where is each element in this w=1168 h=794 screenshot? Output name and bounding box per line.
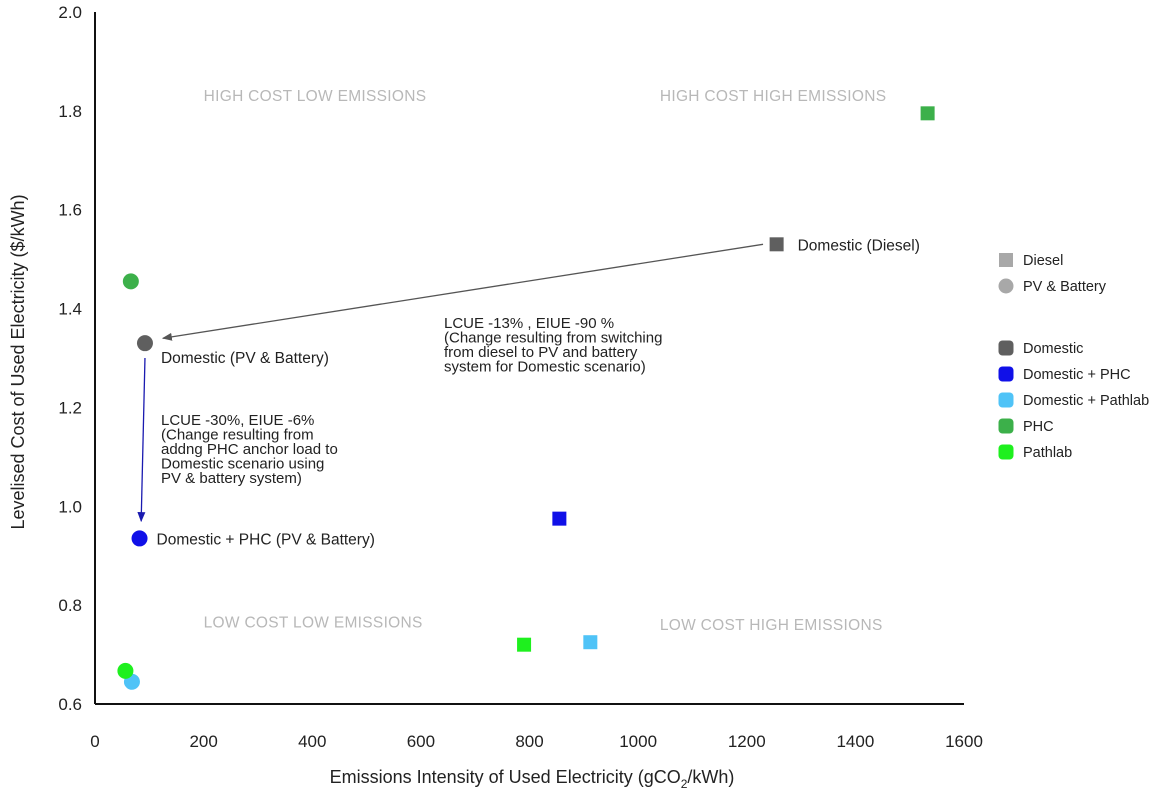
quadrant-label: LOW COST LOW EMISSIONS [204, 614, 423, 631]
annotation-line: LCUE -30%, EIUE -6% [161, 412, 314, 429]
x-tick-label: 1600 [945, 732, 983, 751]
legend-label: Domestic + Pathlab [1023, 393, 1149, 409]
point-labels: Domestic (Diesel) Domestic (PV & Battery)… [157, 237, 920, 548]
annotation-line: LCUE -13% , EIUE -90 % [444, 315, 614, 332]
x-tick-label: 200 [189, 732, 217, 751]
x-tick-label: 0 [90, 732, 99, 751]
x-tick-label: 800 [515, 732, 543, 751]
legend-swatch-domestic-phc [998, 366, 1014, 382]
x-tick-label: 600 [407, 732, 435, 751]
point-pathlab-circle [117, 662, 134, 679]
legend-marker-square [999, 253, 1013, 267]
x-tick-label: 1000 [619, 732, 657, 751]
y-tick-label: 0.6 [58, 695, 82, 714]
legend-label: Diesel [1023, 253, 1063, 269]
y-tick-labels: 0.6 0.8 1.0 1.2 1.4 1.6 1.8 2.0 [58, 3, 82, 714]
y-tick-label: 1.0 [58, 497, 82, 516]
quadrant-label: HIGH COST HIGH EMISSIONS [660, 88, 887, 105]
legend-label: Pathlab [1023, 445, 1072, 461]
annotation-line: Domestic scenario using [161, 456, 324, 473]
legend-swatch-domestic-pathlab [998, 392, 1014, 408]
x-tick-label: 1200 [728, 732, 766, 751]
y-tick-label: 0.8 [58, 596, 82, 615]
x-axis-title-main: Emissions Intensity of Used Electricity … [330, 767, 681, 787]
annotation-line: (Change resulting from [161, 427, 314, 444]
point-label: Domestic (PV & Battery) [161, 350, 329, 367]
point-domestic-phc-square [552, 511, 567, 526]
point-phc-circle [122, 273, 139, 290]
x-axis-title-sub: 2 [681, 777, 688, 791]
annotation-line: (Change resulting from switching [444, 330, 662, 347]
point-phc-square [920, 106, 935, 121]
annotation-arrow [137, 357, 146, 523]
annotation-texts: LCUE -13% , EIUE -90 % (Change resulting … [161, 315, 662, 487]
y-tick-label: 1.2 [58, 398, 82, 417]
x-tick-labels: 0 200 400 600 800 1000 1200 1400 1600 [90, 732, 983, 751]
annotation-line: addng PHC anchor load to [161, 441, 338, 458]
annotation-arrows [137, 243, 764, 523]
annotation-text: LCUE -13% , EIUE -90 % (Change resulting … [444, 315, 662, 376]
data-points [117, 106, 935, 690]
annotation-arrow [161, 243, 764, 341]
legend-swatch-phc [998, 418, 1014, 434]
y-tick-label: 1.4 [58, 300, 82, 319]
point-domestic-circle [136, 335, 153, 352]
annotation-line: from diesel to PV and battery [444, 344, 638, 361]
y-tick-label: 2.0 [58, 3, 82, 22]
legend-marker-circle [998, 278, 1014, 294]
legend-label: PV & Battery [1023, 279, 1107, 295]
quadrant-label: LOW COST HIGH EMISSIONS [660, 617, 883, 634]
point-domestic-square [769, 237, 784, 252]
x-tick-label: 400 [298, 732, 326, 751]
quadrant-label: HIGH COST LOW EMISSIONS [204, 88, 427, 105]
x-tick-label: 1400 [836, 732, 874, 751]
point-label: Domestic (Diesel) [798, 237, 920, 254]
y-tick-label: 1.8 [58, 102, 82, 121]
legend-swatch-domestic [998, 340, 1014, 356]
point-domestic-phc-circle [131, 530, 148, 547]
point-domestic-pathlab-square [583, 635, 598, 650]
point-pathlab-square [517, 637, 532, 652]
x-axis-title: Emissions Intensity of Used Electricity … [330, 767, 735, 791]
legend-label: Domestic [1023, 341, 1083, 357]
legend-swatch-pathlab [998, 444, 1014, 460]
quadrant-labels: HIGH COST LOW EMISSIONS HIGH COST HIGH EM… [204, 88, 887, 634]
y-axis-title: Levelised Cost of Used Electricity ($/kW… [8, 194, 28, 529]
legend-label: Domestic + PHC [1023, 367, 1131, 383]
legend: Diesel PV & Battery Domestic Domestic + PHC… [998, 253, 1149, 461]
annotation-line: PV & battery system) [161, 470, 302, 487]
y-tick-label: 1.6 [58, 201, 82, 220]
annotation-line: system for Domestic scenario) [444, 359, 646, 376]
legend-label: PHC [1023, 419, 1054, 435]
point-label: Domestic + PHC (PV & Battery) [157, 531, 375, 548]
x-axis-title-end: /kWh) [687, 767, 734, 787]
annotation-text: LCUE -30%, EIUE -6% (Change resulting fro… [161, 412, 338, 487]
